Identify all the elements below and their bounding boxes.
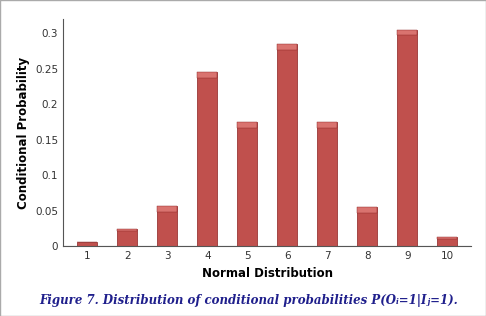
Bar <box>197 72 217 246</box>
Bar <box>398 30 417 35</box>
Bar <box>157 206 177 246</box>
Bar <box>278 44 297 50</box>
Bar <box>278 44 297 246</box>
Bar <box>357 207 377 213</box>
Text: Figure 7. Distribution of conditional probabilities P(Oᵢ=1|Iⱼ=1).: Figure 7. Distribution of conditional pr… <box>39 294 458 307</box>
Bar <box>117 229 137 246</box>
Bar <box>77 241 97 242</box>
Bar <box>437 237 457 246</box>
Bar <box>317 122 337 128</box>
Y-axis label: Conditional Probability: Conditional Probability <box>17 57 30 209</box>
Bar <box>77 241 97 246</box>
Bar <box>357 207 377 246</box>
Bar <box>317 122 337 246</box>
Bar <box>237 122 257 246</box>
Bar <box>197 72 217 78</box>
X-axis label: Normal Distribution: Normal Distribution <box>202 267 333 280</box>
Bar <box>157 206 177 212</box>
Bar <box>398 30 417 246</box>
Bar <box>437 237 457 239</box>
Bar <box>117 229 137 231</box>
Bar <box>237 122 257 128</box>
